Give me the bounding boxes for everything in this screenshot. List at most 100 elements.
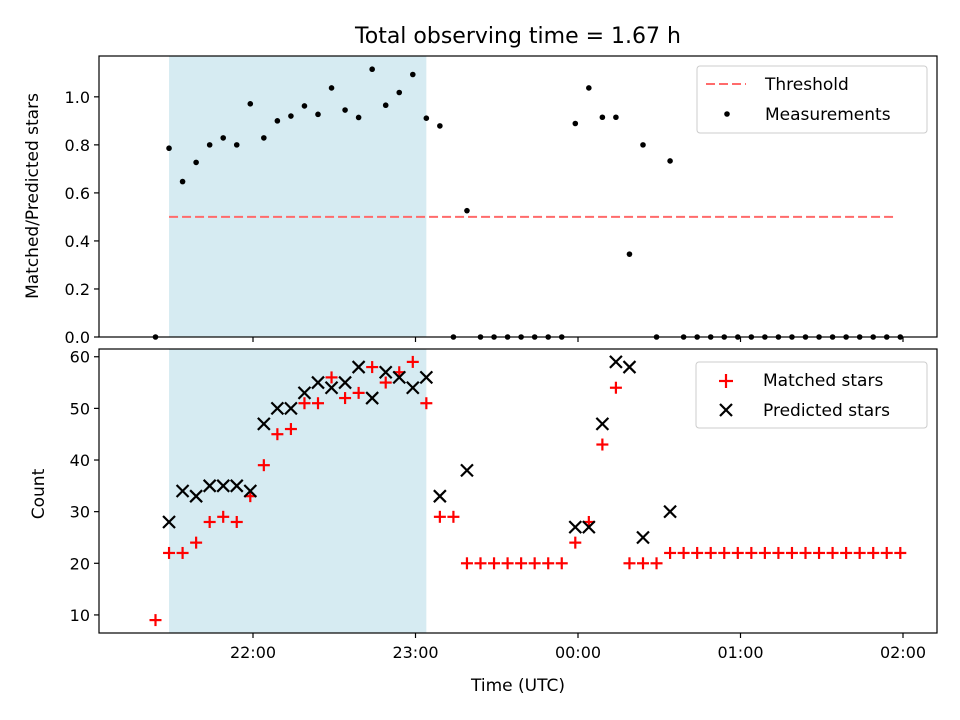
measurement-point [233,142,240,148]
matched-star-point [379,376,392,389]
top-y-axis-label: Matched/Predicted stars [23,93,43,299]
bottom-ytick-label: 10 [70,606,90,625]
matched-star-point [731,546,744,559]
matched-star-point [406,355,419,368]
matched-star-point [758,546,771,559]
xtick-label: 02:00 [880,643,926,662]
matched-star-point [257,459,270,472]
matched-star-point [704,546,717,559]
predicted-star-point [636,530,650,545]
matched-star-point [460,557,473,570]
predicted-star-point [216,479,230,493]
predicted-star-point [622,360,637,374]
predicted-star-point [433,489,447,503]
matched-star-point [176,546,189,559]
measurement-point [288,113,294,119]
matched-star-point [745,546,758,559]
measurement-point [464,207,470,214]
bottom-ytick-label: 60 [70,348,90,367]
measurement-point [572,120,579,127]
xtick-label: 23:00 [392,643,438,662]
matched-star-point [190,536,203,549]
matched-star-point [867,546,880,559]
predicted-star-point [202,479,217,493]
matched-star-point [785,546,798,559]
matched-star-point [772,546,785,559]
top-ytick-label: 1.0 [65,88,90,107]
matched-star-point [813,546,826,559]
measurement-point [301,103,308,109]
xtick-label: 01:00 [717,643,763,662]
legend-threshold-label: Threshold [764,75,849,95]
predicted-star-point [392,370,407,385]
bottom-ytick-label: 30 [70,503,90,522]
predicted-star-point [609,355,623,369]
top-legend: Threshold Measurements [696,65,928,134]
bottom-ytick-label: 50 [70,399,90,418]
measurement-point [206,142,213,148]
bottom-ytick-label: 20 [70,554,90,573]
matched-star-point [799,546,812,559]
matched-star-point [447,510,460,523]
measurement-point [220,135,227,141]
matched-star-point [691,546,704,559]
matched-star-point [339,392,352,405]
predicted-star-point [419,370,434,385]
top-legend-box [696,65,928,134]
matched-star-point [515,557,528,570]
predicted-star-point [229,479,244,493]
matched-star-point [718,546,731,559]
matched-star-point [366,361,379,374]
measurement-point [328,85,335,91]
top-panel: 0.0 0.2 0.4 0.6 0.8 1.0 Matched/Predicted sta… [23,55,938,347]
measurement-point [193,159,199,166]
predicted-star-point [324,380,339,395]
xtick-label: 22:00 [230,643,276,662]
matched-star-point [637,557,649,570]
predicted-star-point [297,386,312,400]
measurement-point [315,111,321,118]
matched-star-point [853,546,866,559]
measurement-point [261,135,267,141]
bottom-ytick-label: 40 [70,451,90,470]
chart-title: Total observing time = 1.67 h [354,24,681,49]
legend-measurement-swatch [724,111,730,117]
matched-star-point [555,557,568,570]
predicted-star-point [406,380,420,395]
measurement-point [667,158,673,164]
matched-star-point [596,438,609,451]
matched-star-point [433,510,446,523]
measurement-point [409,71,416,78]
x-axis-label: Time (UTC) [470,676,565,696]
measurement-point [396,89,403,96]
predicted-star-point [189,489,203,503]
matched-star-point [528,557,541,570]
matched-star-point [230,515,243,528]
legend-measurements-label: Measurements [765,105,891,125]
matched-star-point [203,515,216,528]
bottom-legend-box [695,361,928,429]
top-ytick-label: 0.6 [65,184,90,203]
predicted-star-point [460,463,474,478]
measurement-point [626,251,633,257]
measurement-point [166,145,172,152]
matched-star-point [271,428,284,441]
top-ytick-label: 0.8 [65,136,90,155]
measurement-point [586,85,592,91]
predicted-star-point [257,417,271,431]
predicted-star-point [378,365,393,380]
matched-star-point [488,557,501,570]
matched-star-point [677,546,690,559]
matched-star-point [880,546,893,559]
bottom-plot-frame [98,348,938,634]
xtick-label: 00:00 [555,643,601,662]
measurement-point [355,114,362,121]
measurement-point [382,102,389,109]
predicted-star-point [568,520,583,534]
legend-matched-label: Matched stars [763,371,883,391]
matched-star-point [542,557,555,570]
bottom-legend: Matched stars Predicted stars [695,361,928,429]
predicted-star-point [582,520,596,534]
predicted-star-point [270,401,285,416]
